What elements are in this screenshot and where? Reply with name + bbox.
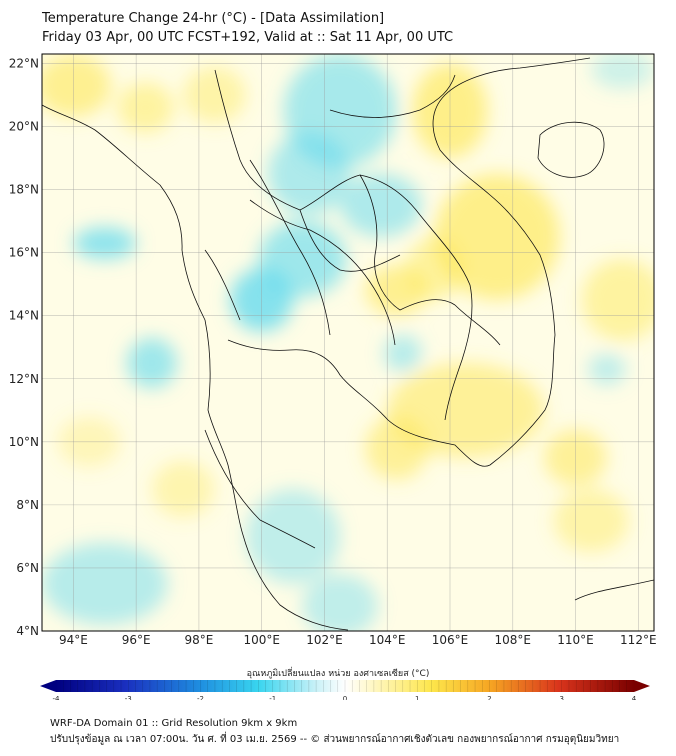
border-path: [419, 214, 473, 421]
border-path: [204, 249, 241, 321]
colorbar-gradient: [56, 680, 634, 692]
lon-label: 94°E: [59, 633, 88, 647]
lat-label: 12°N: [9, 372, 39, 386]
border-path: [214, 69, 421, 216]
lat-label: 18°N: [9, 183, 39, 197]
colorbar-tick-label: 0: [343, 695, 347, 700]
border-path: [249, 159, 331, 336]
lon-label: 106°E: [432, 633, 469, 647]
map-title: Temperature Change 24-hr (°C) - [Data As…: [42, 11, 385, 26]
graticule: [42, 54, 654, 631]
colorbar-tick-label: -3: [125, 695, 132, 700]
cool-anomaly-5: [340, 173, 422, 237]
warm-anomaly-17: [581, 258, 654, 341]
lon-label: 104°E: [369, 633, 406, 647]
cool-anomaly-9: [126, 337, 177, 389]
lon-label: 96°E: [122, 633, 151, 647]
cool-anomaly-8: [73, 227, 137, 259]
cool-anomaly-24: [591, 54, 654, 89]
cool-anomaly-22: [302, 574, 378, 631]
temperature-change-field: [42, 54, 654, 631]
colorbar-tick-label: 4: [632, 695, 637, 700]
warm-anomaly-0: [42, 54, 112, 118]
lon-label: 108°E: [495, 633, 532, 647]
colorbar-min-arrow: [40, 680, 56, 692]
colorbar-tick-label: -2: [197, 695, 204, 700]
border-path: [359, 174, 456, 311]
lat-label: 20°N: [9, 120, 39, 134]
cool-anomaly-4: [267, 132, 350, 215]
borneo-coast: [574, 579, 654, 601]
lon-label: 102°E: [306, 633, 343, 647]
warm-anomaly-14: [387, 362, 545, 458]
warm-anomaly-18: [553, 489, 629, 553]
warm-anomaly-15: [365, 416, 429, 480]
coastlines-and-borders: [42, 57, 654, 631]
lat-label: 4°N: [16, 624, 39, 638]
lat-label: 14°N: [9, 309, 39, 323]
lon-label: 100°E: [243, 633, 280, 647]
map-frame: [41, 53, 655, 632]
forecast-map: 22°N 20°N 18°N 16°N 14°N 12°N 10°N 8°N 6°N 4°N 94…: [9, 53, 657, 700]
lat-label: 6°N: [16, 561, 39, 575]
warm-anomaly-25: [151, 460, 215, 518]
warm-anomaly-13: [434, 173, 560, 300]
hainan-island: [537, 121, 605, 178]
border-path: [329, 74, 456, 118]
footer-credit: ปรับปรุงข้อมูล ณ เวลา 07:00น. วัน ศ. ที่…: [50, 734, 620, 745]
latitude-labels: 22°N 20°N 18°N 16°N 14°N 12°N 10°N 8°N 6°N 4°N: [9, 56, 39, 638]
colorbar-tick-label: -1: [269, 695, 276, 700]
colorbar-tick-label: -4: [53, 695, 61, 700]
gulf-coast-path: [227, 57, 591, 467]
colorbar-tick-label: 2: [487, 695, 491, 700]
lon-label: 110°E: [557, 633, 594, 647]
border-path: [454, 304, 501, 346]
map-subtitle: Friday 03 Apr, 00 UTC FCST+192, Valid at…: [42, 30, 454, 45]
colorbar-title: อุณหภูมิเปลี่ยนแปลง หน่วย องศาเซลเซียส (…: [246, 669, 430, 679]
lat-label: 10°N: [9, 435, 39, 449]
cool-anomaly-7: [258, 221, 347, 297]
lat-label: 22°N: [9, 56, 39, 70]
colorbar-tick-label: 1: [415, 695, 419, 700]
coastline-path: [42, 104, 349, 631]
lon-label: 112°E: [620, 633, 657, 647]
lat-label: 16°N: [9, 246, 39, 260]
longitude-labels: 94°E 96°E 98°E 100°E 102°E 104°E 106°E 108°E 110…: [59, 633, 657, 647]
footer-model-info: WRF-DA Domain 01 :: Grid Resolution 9km …: [50, 718, 298, 729]
colorbar-tick-label: 3: [560, 695, 564, 700]
warm-anomaly-2: [183, 66, 246, 124]
border-path: [204, 429, 316, 549]
cool-anomaly-19: [384, 334, 422, 373]
colorbar: -4 -3 -2 -1 0 1 2 3 4: [40, 680, 650, 700]
border-path: [249, 199, 396, 346]
lon-label: 98°E: [184, 633, 213, 647]
cool-anomaly-23: [588, 353, 626, 386]
border-path: [299, 209, 401, 272]
lat-label: 8°N: [16, 498, 39, 512]
cool-anomaly-21: [42, 542, 168, 625]
warm-anomaly-1: [117, 82, 174, 133]
colorbar-max-arrow: [634, 680, 650, 692]
